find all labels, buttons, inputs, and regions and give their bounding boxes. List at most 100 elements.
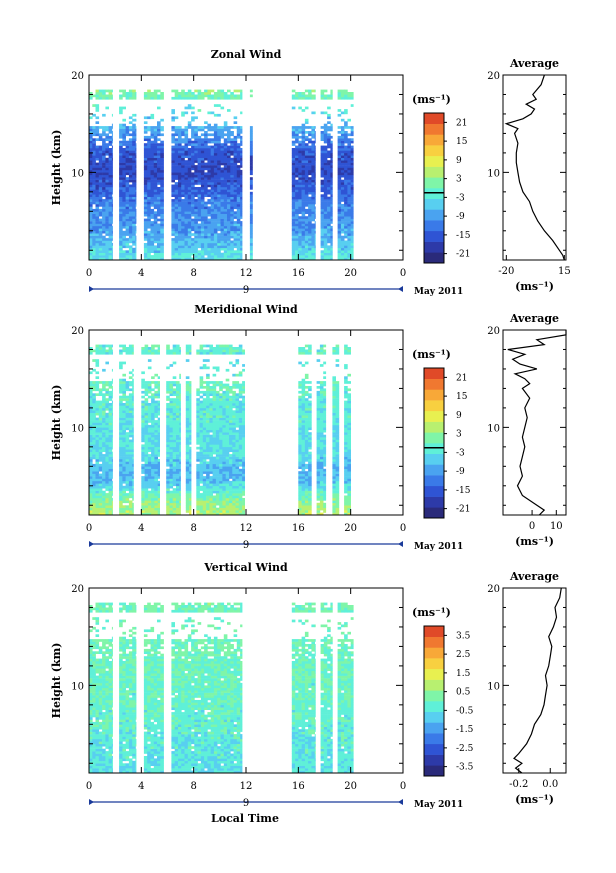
- heatmap-cell: [189, 512, 192, 516]
- heatmap-cell: [111, 89, 113, 93]
- heatmap-cell: [144, 388, 149, 392]
- heatmap-cell: [178, 257, 182, 261]
- heatmap-cell: [119, 208, 123, 212]
- heatmap-cell: [213, 196, 218, 200]
- heatmap-cell: [89, 213, 93, 217]
- heatmap-cell: [102, 194, 106, 197]
- heatmap-cell: [210, 199, 215, 202]
- heatmap-cell: [210, 204, 215, 207]
- heatmap-cell: [147, 255, 151, 258]
- heatmap-cell: [122, 378, 126, 382]
- heatmap-cell: [236, 187, 241, 190]
- heatmap-cell: [184, 189, 189, 193]
- heatmap-cell: [240, 148, 243, 151]
- heatmap-cell: [125, 488, 130, 491]
- heatmap-cell: [337, 238, 342, 241]
- heatmap-cell: [102, 238, 106, 241]
- heatmap-cell: [135, 250, 137, 253]
- heatmap-cell: [217, 211, 221, 214]
- heatmap-cell: [323, 233, 328, 236]
- heatmap-cell: [350, 140, 354, 144]
- heatmap-cell: [213, 165, 218, 168]
- heatmap-cell: [320, 243, 325, 246]
- heatmap-cell: [135, 157, 137, 161]
- heatmap-cell: [144, 351, 149, 355]
- heatmap-cell: [143, 148, 148, 151]
- heatmap-cell: [125, 449, 130, 452]
- heatmap-cell: [151, 434, 155, 438]
- heatmap-cell: [227, 182, 231, 185]
- heatmap-cell: [230, 187, 234, 190]
- heatmap-cell: [350, 255, 354, 258]
- heatmap-cell: [128, 247, 133, 251]
- heatmap-cell: [184, 172, 189, 176]
- heatmap-cell: [207, 177, 211, 180]
- heatmap-cell: [314, 150, 316, 154]
- heatmap-cell: [311, 157, 315, 161]
- heatmap-cell: [151, 417, 155, 421]
- heatmap-cell: [298, 167, 302, 171]
- heatmap-cell: [204, 240, 208, 244]
- heatmap-cell: [233, 230, 238, 234]
- heatmap-cell: [204, 131, 208, 134]
- heatmap-cell: [157, 351, 160, 355]
- heatmap-cell: [197, 94, 202, 98]
- heatmap-cell: [187, 182, 192, 185]
- heatmap-cell: [236, 199, 241, 202]
- heatmap-cell: [350, 223, 354, 227]
- heatmap-cell: [220, 204, 225, 207]
- heatmap-cell: [135, 155, 137, 158]
- heatmap-cell: [220, 218, 225, 222]
- heatmap-cell: [179, 347, 181, 350]
- heatmap-cell: [105, 478, 109, 482]
- heatmap-cell: [176, 432, 180, 435]
- heatmap-cell: [95, 388, 100, 392]
- heatmap-cell: [111, 429, 113, 433]
- heatmap-cell: [119, 410, 123, 413]
- heatmap-cell: [132, 390, 134, 394]
- heatmap-cell: [111, 148, 113, 151]
- heatmap-cell: [147, 502, 152, 506]
- heatmap-cell: [157, 437, 160, 440]
- heatmap-cell: [169, 500, 174, 504]
- heatmap-cell: [350, 233, 354, 236]
- heatmap-cell: [157, 230, 161, 234]
- heatmap-cell: [102, 89, 106, 93]
- heatmap-cell: [197, 96, 202, 100]
- heatmap-cell: [132, 459, 134, 462]
- heatmap-cell: [236, 252, 241, 256]
- heatmap-cell: [128, 194, 133, 197]
- heatmap-cell: [102, 417, 106, 421]
- heatmap-cell: [178, 194, 182, 197]
- heatmap-cell: [340, 238, 345, 241]
- heatmap-cell: [230, 240, 234, 244]
- heatmap-cell: [122, 485, 126, 489]
- heatmap-cell: [210, 240, 215, 244]
- heatmap-cell: [194, 233, 198, 236]
- heatmap-cell: [233, 157, 238, 161]
- heatmap-cell: [197, 250, 202, 253]
- heatmap-cell: [181, 240, 185, 244]
- heatmap-cell: [249, 228, 253, 232]
- heatmap-cell: [172, 390, 177, 394]
- heatmap-cell: [320, 238, 325, 241]
- heatmap-cell: [220, 245, 225, 249]
- heatmap-cell: [122, 218, 126, 222]
- heatmap-cell: [298, 135, 302, 139]
- heatmap-cell: [314, 208, 316, 212]
- heatmap-cell: [98, 245, 103, 249]
- heatmap-cell: [220, 213, 225, 217]
- heatmap-cell: [350, 189, 354, 193]
- heatmap-cell: [249, 126, 253, 129]
- heatmap-cell: [327, 213, 331, 217]
- heatmap-cell: [344, 126, 348, 129]
- heatmap-cell: [249, 131, 253, 134]
- heatmap-cell: [337, 177, 342, 180]
- heatmap-cell: [157, 196, 161, 200]
- heatmap-cell: [105, 208, 109, 212]
- heatmap-cell: [135, 235, 137, 239]
- heatmap-cell: [95, 476, 100, 479]
- heatmap-cell: [210, 165, 215, 168]
- heatmap-cell: [207, 162, 211, 166]
- heatmap-cell: [197, 167, 202, 171]
